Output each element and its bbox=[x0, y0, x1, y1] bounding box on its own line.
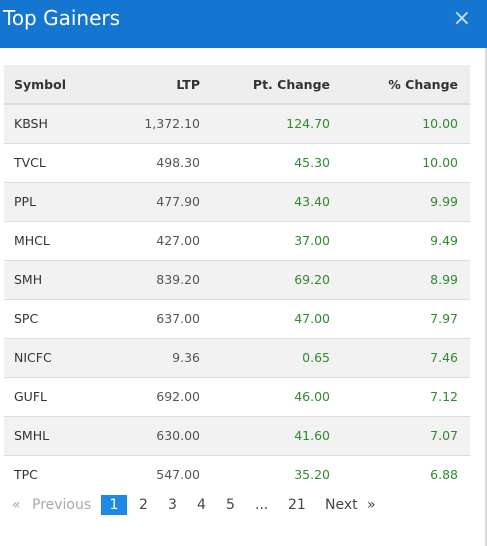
pt-change-cell: 46.00 bbox=[212, 376, 342, 416]
modal-header: Top Gainers × bbox=[0, 0, 487, 48]
pt-change-cell: 45.30 bbox=[212, 142, 342, 182]
pct-change-cell: 10.00 bbox=[342, 103, 470, 143]
symbol-cell: GUFL bbox=[4, 376, 96, 416]
gainers-table: Symbol LTP Pt. Change % Change KBSH 1,372… bbox=[4, 65, 470, 494]
pt-change-cell: 47.00 bbox=[212, 298, 342, 338]
page-1-button[interactable]: 1 bbox=[101, 495, 127, 515]
ltp-cell: 477.90 bbox=[96, 181, 212, 221]
table-row[interactable]: SPC 637.00 47.00 7.97 bbox=[4, 298, 470, 338]
symbol-cell: SMHL bbox=[4, 415, 96, 455]
symbol-cell: NICFC bbox=[4, 337, 96, 377]
table-row[interactable]: PPL 477.90 43.40 9.99 bbox=[4, 181, 470, 221]
pct-change-cell: 7.97 bbox=[342, 298, 470, 338]
symbol-cell: TPC bbox=[4, 454, 96, 494]
pagination-ellipsis: ... bbox=[255, 497, 269, 513]
pct-change-cell: 9.99 bbox=[342, 181, 470, 221]
header-symbol[interactable]: Symbol bbox=[4, 65, 96, 105]
symbol-cell: SMH bbox=[4, 259, 96, 299]
pt-change-cell: 37.00 bbox=[212, 220, 342, 260]
pt-change-cell: 124.70 bbox=[212, 103, 342, 143]
pct-change-cell: 7.12 bbox=[342, 376, 470, 416]
pct-change-cell: 9.49 bbox=[342, 220, 470, 260]
modal-title: Top Gainers bbox=[3, 6, 121, 30]
header-ltp[interactable]: LTP bbox=[96, 65, 212, 105]
table-row[interactable]: TVCL 498.30 45.30 10.00 bbox=[4, 142, 470, 182]
pct-change-cell: 10.00 bbox=[342, 142, 470, 182]
symbol-cell: SPC bbox=[4, 298, 96, 338]
ltp-cell: 637.00 bbox=[96, 298, 212, 338]
pt-change-cell: 0.65 bbox=[212, 337, 342, 377]
pagination: « Previous 1 2 3 4 5 ... 21 Next » bbox=[10, 494, 410, 516]
pct-change-cell: 7.07 bbox=[342, 415, 470, 455]
ltp-cell: 1,372.10 bbox=[96, 103, 212, 143]
pt-change-cell: 43.40 bbox=[212, 181, 342, 221]
first-page-icon: « bbox=[12, 497, 21, 513]
table-row[interactable]: SMH 839.20 69.20 8.99 bbox=[4, 259, 470, 299]
header-pt-change[interactable]: Pt. Change bbox=[212, 65, 342, 105]
ltp-cell: 547.00 bbox=[96, 454, 212, 494]
page-21-button[interactable]: 21 bbox=[288, 497, 306, 513]
pt-change-cell: 35.20 bbox=[212, 454, 342, 494]
next-page-icon[interactable]: » bbox=[367, 497, 376, 513]
symbol-cell: KBSH bbox=[4, 103, 96, 143]
pct-change-cell: 6.88 bbox=[342, 454, 470, 494]
page-3-button[interactable]: 3 bbox=[168, 497, 177, 513]
ltp-cell: 839.20 bbox=[96, 259, 212, 299]
ltp-cell: 498.30 bbox=[96, 142, 212, 182]
symbol-cell: MHCL bbox=[4, 220, 96, 260]
ltp-cell: 692.00 bbox=[96, 376, 212, 416]
page-4-button[interactable]: 4 bbox=[197, 497, 206, 513]
table-header-row: Symbol LTP Pt. Change % Change bbox=[4, 65, 470, 105]
table-row[interactable]: MHCL 427.00 37.00 9.49 bbox=[4, 220, 470, 260]
pt-change-cell: 41.60 bbox=[212, 415, 342, 455]
table-row[interactable]: SMHL 630.00 41.60 7.07 bbox=[4, 415, 470, 455]
close-icon[interactable]: × bbox=[452, 6, 471, 31]
pct-change-cell: 7.46 bbox=[342, 337, 470, 377]
ltp-cell: 630.00 bbox=[96, 415, 212, 455]
previous-button: Previous bbox=[32, 497, 92, 513]
symbol-cell: PPL bbox=[4, 181, 96, 221]
page-5-button[interactable]: 5 bbox=[226, 497, 235, 513]
pct-change-cell: 8.99 bbox=[342, 259, 470, 299]
page-2-button[interactable]: 2 bbox=[139, 497, 148, 513]
symbol-cell: TVCL bbox=[4, 142, 96, 182]
ltp-cell: 9.36 bbox=[96, 337, 212, 377]
table-row[interactable]: KBSH 1,372.10 124.70 10.00 bbox=[4, 103, 470, 143]
gainers-table-container: Symbol LTP Pt. Change % Change KBSH 1,372… bbox=[4, 65, 470, 494]
table-row[interactable]: GUFL 692.00 46.00 7.12 bbox=[4, 376, 470, 416]
table-row[interactable]: TPC 547.00 35.20 6.88 bbox=[4, 454, 470, 494]
next-button[interactable]: Next bbox=[325, 497, 358, 513]
ltp-cell: 427.00 bbox=[96, 220, 212, 260]
header-pct-change[interactable]: % Change bbox=[342, 65, 470, 105]
pt-change-cell: 69.20 bbox=[212, 259, 342, 299]
scrollbar-edge bbox=[485, 48, 487, 546]
table-row[interactable]: NICFC 9.36 0.65 7.46 bbox=[4, 337, 470, 377]
